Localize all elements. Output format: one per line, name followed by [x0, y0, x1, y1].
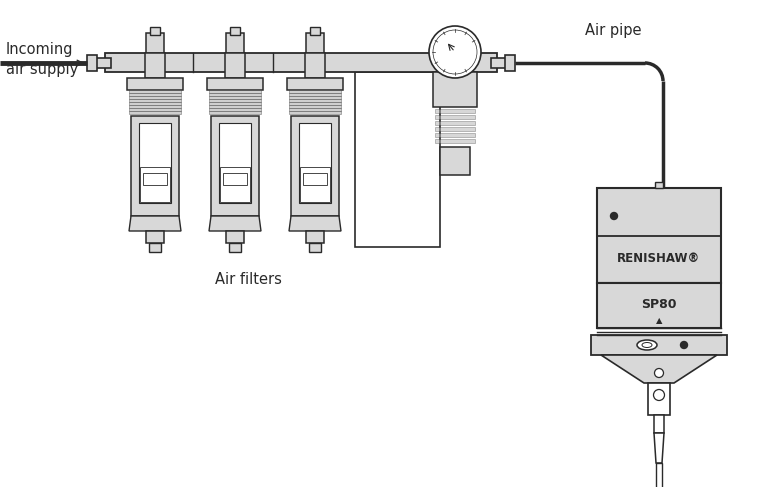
- Circle shape: [433, 30, 477, 74]
- Bar: [131, 116, 179, 216]
- Bar: [140, 167, 170, 202]
- Bar: [305, 53, 325, 78]
- Bar: [209, 96, 261, 98]
- Bar: [435, 121, 475, 125]
- Bar: [129, 99, 181, 101]
- Bar: [225, 53, 245, 78]
- Bar: [289, 90, 341, 93]
- Bar: [648, 383, 670, 415]
- Bar: [300, 167, 330, 202]
- Bar: [219, 123, 251, 203]
- Bar: [435, 115, 475, 119]
- Bar: [139, 123, 171, 203]
- Bar: [209, 102, 261, 105]
- Bar: [309, 243, 321, 252]
- Bar: [149, 243, 161, 252]
- Bar: [289, 108, 341, 111]
- Bar: [226, 231, 244, 243]
- Text: RENISHAW®: RENISHAW®: [617, 251, 701, 264]
- Bar: [229, 243, 241, 252]
- Bar: [129, 108, 181, 111]
- Polygon shape: [654, 433, 664, 463]
- Bar: [655, 182, 663, 188]
- Bar: [505, 55, 515, 71]
- Bar: [435, 127, 475, 131]
- Polygon shape: [289, 216, 341, 231]
- Bar: [597, 188, 721, 283]
- Circle shape: [429, 26, 481, 78]
- Bar: [656, 463, 662, 487]
- Bar: [143, 173, 167, 185]
- Bar: [289, 96, 341, 98]
- Text: SP80: SP80: [641, 299, 676, 312]
- Bar: [223, 173, 247, 185]
- Bar: [591, 335, 727, 355]
- Text: Air pipe: Air pipe: [585, 22, 641, 37]
- Bar: [310, 27, 320, 35]
- Bar: [289, 99, 341, 101]
- Bar: [209, 99, 261, 101]
- Bar: [654, 415, 664, 433]
- Bar: [211, 116, 259, 216]
- Bar: [95, 58, 111, 68]
- Bar: [209, 105, 261, 108]
- Bar: [209, 111, 261, 113]
- Bar: [230, 27, 240, 35]
- Bar: [127, 78, 183, 90]
- Bar: [207, 78, 263, 90]
- Bar: [289, 105, 341, 108]
- Bar: [129, 111, 181, 113]
- Bar: [150, 27, 160, 35]
- Bar: [105, 53, 497, 72]
- Bar: [491, 58, 507, 68]
- Bar: [289, 102, 341, 105]
- Bar: [146, 231, 164, 243]
- Bar: [303, 173, 327, 185]
- Circle shape: [610, 212, 617, 220]
- Bar: [145, 53, 165, 78]
- Bar: [209, 90, 261, 93]
- Polygon shape: [601, 355, 717, 383]
- Bar: [306, 231, 324, 243]
- Bar: [129, 102, 181, 105]
- Circle shape: [654, 390, 664, 400]
- Text: ▲: ▲: [656, 317, 662, 325]
- Bar: [209, 108, 261, 111]
- Bar: [435, 109, 475, 113]
- Bar: [209, 93, 261, 95]
- Bar: [226, 33, 244, 53]
- Bar: [287, 78, 343, 90]
- Bar: [435, 139, 475, 143]
- Text: Air filters: Air filters: [214, 272, 281, 287]
- Bar: [306, 33, 324, 53]
- Bar: [129, 93, 181, 95]
- Ellipse shape: [642, 342, 652, 348]
- Bar: [597, 283, 721, 328]
- Bar: [299, 123, 331, 203]
- Bar: [291, 116, 339, 216]
- Bar: [220, 167, 250, 202]
- Bar: [87, 55, 97, 71]
- Bar: [146, 33, 164, 53]
- Bar: [129, 96, 181, 98]
- Bar: [129, 90, 181, 93]
- Bar: [355, 72, 440, 247]
- Bar: [129, 105, 181, 108]
- Polygon shape: [209, 216, 261, 231]
- Circle shape: [680, 341, 688, 349]
- Text: Incoming
air supply: Incoming air supply: [6, 42, 78, 77]
- Bar: [289, 111, 341, 113]
- Bar: [435, 133, 475, 137]
- Ellipse shape: [637, 340, 657, 350]
- Bar: [433, 72, 477, 107]
- Circle shape: [654, 369, 663, 377]
- Bar: [440, 147, 470, 175]
- Bar: [289, 93, 341, 95]
- Polygon shape: [129, 216, 181, 231]
